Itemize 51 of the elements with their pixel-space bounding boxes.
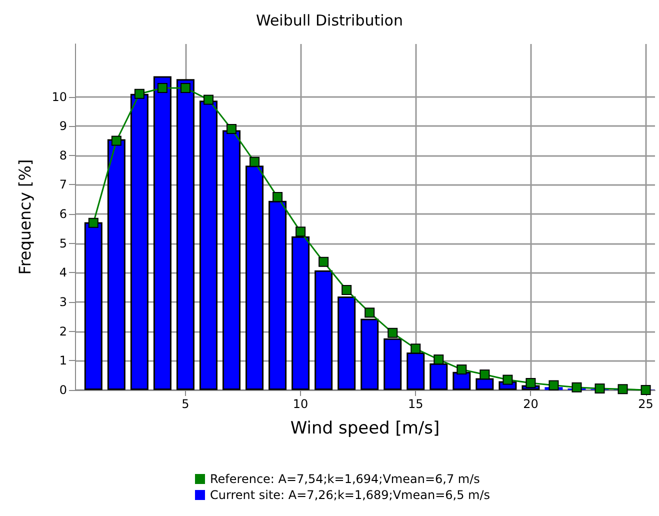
point: [594, 384, 605, 394]
point: [618, 384, 628, 394]
point: [226, 124, 237, 134]
y-tick-label: 10: [52, 90, 67, 104]
bar: [153, 76, 172, 390]
legend-label: Current site: A=7,26;k=1,689;Vmean=6,5 m/s: [210, 488, 490, 502]
x-axis-title: Wind speed [m/s]: [290, 418, 440, 438]
bar: [107, 139, 126, 390]
point: [640, 385, 651, 395]
y-tick-label: 5: [59, 236, 67, 250]
y-tick-label: 9: [59, 119, 67, 134]
legend-label: Reference: A=7,54;k=1,694;Vmean=6,7 m/s: [210, 472, 480, 486]
point: [410, 344, 421, 354]
point: [250, 156, 260, 167]
point: [88, 218, 98, 228]
point: [388, 328, 398, 338]
point: [502, 374, 513, 385]
x-tick-label: 10: [292, 397, 308, 411]
point: [456, 364, 467, 374]
y-tick-label: 7: [59, 178, 67, 192]
x-tick-label: 20: [523, 397, 538, 411]
point: [526, 378, 536, 388]
point: [548, 380, 559, 390]
point: [296, 226, 306, 237]
point: [342, 285, 352, 296]
point: [434, 354, 444, 365]
x-tick-label: 25: [638, 397, 654, 411]
y-tick-label: 6: [59, 207, 67, 222]
point: [480, 369, 490, 380]
point: [318, 256, 329, 267]
y-axis-title: Frequency [%]: [16, 159, 34, 275]
y-tick-label: 2: [59, 324, 67, 338]
point: [157, 82, 168, 93]
y-tick-label: 3: [59, 295, 67, 310]
bar: [314, 270, 333, 390]
point: [272, 192, 283, 202]
point: [180, 82, 190, 93]
y-tick-label: 0: [59, 383, 67, 397]
y-tick-label: 8: [59, 148, 67, 162]
bar: [84, 222, 102, 390]
point: [203, 94, 214, 105]
point: [364, 308, 375, 318]
x-tick-label: 15: [408, 397, 424, 411]
x-tick-label: 5: [182, 397, 190, 411]
y-tick-label: 4: [59, 266, 67, 280]
y-tick-label: 1: [59, 354, 67, 368]
point: [572, 382, 582, 392]
point: [111, 136, 122, 146]
bar: [176, 79, 194, 390]
chart-title: Weibull Distribution: [256, 12, 403, 30]
point: [134, 88, 144, 99]
